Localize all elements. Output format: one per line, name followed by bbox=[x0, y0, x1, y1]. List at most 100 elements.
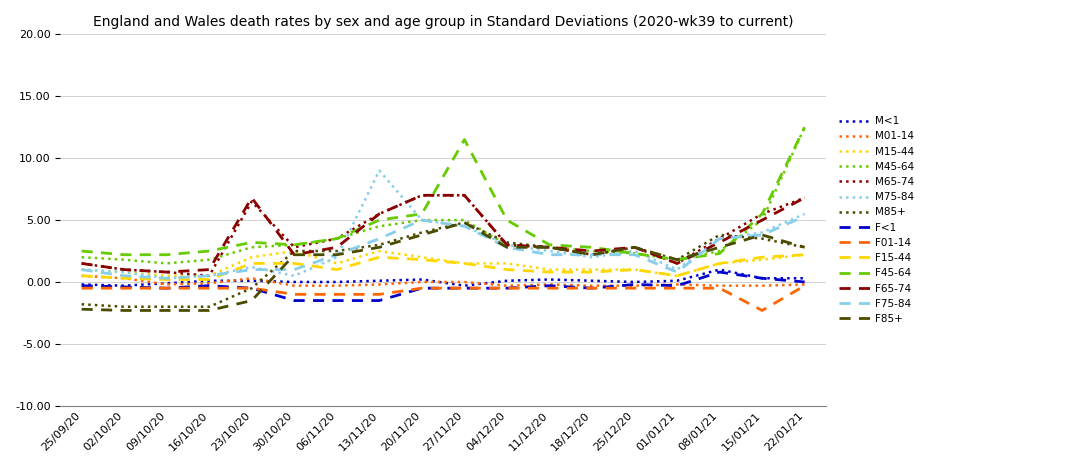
M65-74 bbox=[543, 244, 556, 250]
M85+ bbox=[713, 232, 726, 238]
M85+ bbox=[799, 244, 811, 250]
M01-14 bbox=[75, 273, 88, 278]
F65-74 bbox=[756, 217, 769, 223]
F15-44 bbox=[416, 257, 429, 263]
F75-84 bbox=[288, 267, 300, 272]
M45-64 bbox=[586, 248, 599, 254]
M75-84 bbox=[245, 264, 258, 270]
M75-84 bbox=[670, 267, 683, 272]
F65-74 bbox=[330, 244, 343, 250]
M75-84 bbox=[203, 273, 216, 278]
Line: F45-64: F45-64 bbox=[81, 127, 805, 260]
F85+ bbox=[500, 244, 513, 250]
M65-74 bbox=[330, 236, 343, 241]
M45-64 bbox=[799, 124, 811, 130]
F15-44 bbox=[799, 252, 811, 257]
F15-44 bbox=[75, 273, 88, 278]
F85+ bbox=[543, 244, 556, 250]
F65-74 bbox=[416, 192, 429, 198]
M85+ bbox=[586, 252, 599, 257]
M<1 bbox=[500, 278, 513, 284]
M65-74 bbox=[416, 192, 429, 198]
F65-74 bbox=[458, 192, 470, 198]
M85+ bbox=[500, 240, 513, 245]
F75-84 bbox=[629, 252, 641, 257]
F45-64 bbox=[543, 242, 556, 248]
M15-44 bbox=[203, 273, 216, 278]
F85+ bbox=[713, 244, 726, 250]
M65-74 bbox=[756, 211, 769, 217]
M01-14 bbox=[330, 283, 343, 288]
Line: F75-84: F75-84 bbox=[81, 216, 805, 278]
F85+ bbox=[373, 244, 386, 250]
Title: England and Wales death rates by sex and age group in Standard Deviations (2020-: England and Wales death rates by sex and… bbox=[93, 15, 793, 29]
F65-74 bbox=[288, 252, 300, 257]
F15-44 bbox=[500, 267, 513, 272]
M15-44 bbox=[330, 261, 343, 266]
M01-14 bbox=[543, 282, 556, 287]
M<1 bbox=[629, 279, 641, 285]
F45-64 bbox=[160, 252, 173, 257]
F01-14 bbox=[543, 285, 556, 291]
F15-44 bbox=[756, 255, 769, 260]
M01-14 bbox=[458, 279, 470, 285]
F75-84 bbox=[458, 223, 470, 229]
M15-44 bbox=[75, 267, 88, 272]
M65-74 bbox=[288, 244, 300, 250]
F85+ bbox=[416, 232, 429, 238]
F75-84 bbox=[373, 236, 386, 241]
M15-44 bbox=[458, 261, 470, 266]
M15-44 bbox=[586, 267, 599, 272]
M45-64 bbox=[245, 244, 258, 250]
F45-64 bbox=[799, 124, 811, 130]
M75-84 bbox=[160, 276, 173, 281]
F85+ bbox=[245, 298, 258, 303]
M15-44 bbox=[799, 252, 811, 257]
Legend: M<1, M01-14, M15-44, M45-64, M65-74, M75-84, M85+, F<1, F01-14, F15-44, F45-64, : M<1, M01-14, M15-44, M45-64, M65-74, M75… bbox=[839, 116, 914, 324]
F75-84 bbox=[416, 217, 429, 223]
F85+ bbox=[160, 307, 173, 313]
M75-84 bbox=[629, 248, 641, 254]
F75-84 bbox=[203, 273, 216, 278]
F01-14 bbox=[458, 285, 470, 291]
M85+ bbox=[670, 257, 683, 263]
M45-64 bbox=[713, 248, 726, 254]
F01-14 bbox=[713, 285, 726, 291]
M01-14 bbox=[373, 282, 386, 287]
Line: F15-44: F15-44 bbox=[81, 255, 805, 279]
M<1 bbox=[373, 278, 386, 284]
M75-84 bbox=[373, 168, 386, 173]
F45-64 bbox=[586, 244, 599, 250]
F<1 bbox=[118, 284, 130, 290]
M<1 bbox=[543, 277, 556, 282]
F75-84 bbox=[713, 236, 726, 241]
M75-84 bbox=[756, 230, 769, 235]
F<1 bbox=[670, 283, 683, 288]
M75-84 bbox=[288, 273, 300, 278]
F15-44 bbox=[118, 276, 130, 281]
M45-64 bbox=[203, 257, 216, 263]
M85+ bbox=[756, 236, 769, 241]
F45-64 bbox=[458, 137, 470, 142]
M45-64 bbox=[629, 251, 641, 256]
M85+ bbox=[203, 304, 216, 309]
M45-64 bbox=[118, 257, 130, 263]
F<1 bbox=[543, 283, 556, 288]
M75-84 bbox=[713, 236, 726, 241]
M65-74 bbox=[245, 199, 258, 205]
M01-14 bbox=[203, 280, 216, 286]
M<1 bbox=[713, 267, 726, 272]
M<1 bbox=[670, 278, 683, 284]
M<1 bbox=[756, 276, 769, 281]
M85+ bbox=[118, 304, 130, 309]
M85+ bbox=[373, 242, 386, 248]
F01-14 bbox=[416, 285, 429, 291]
F65-74 bbox=[543, 244, 556, 250]
F45-64 bbox=[245, 240, 258, 245]
M65-74 bbox=[75, 261, 88, 266]
F45-64 bbox=[288, 242, 300, 248]
F85+ bbox=[458, 220, 470, 226]
F01-14 bbox=[373, 292, 386, 297]
M75-84 bbox=[586, 255, 599, 260]
F85+ bbox=[586, 252, 599, 257]
